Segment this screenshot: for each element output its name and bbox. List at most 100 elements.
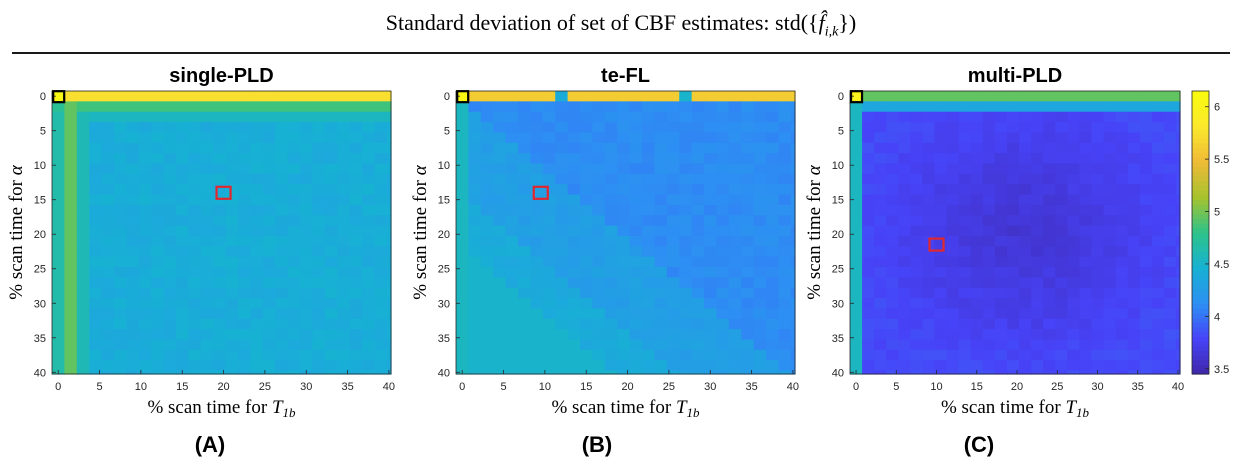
heatmap-cell xyxy=(225,246,239,258)
heatmap-cell xyxy=(138,277,152,289)
heatmap-cell xyxy=(679,329,693,341)
heatmap-cell xyxy=(994,235,1008,247)
heatmap-cell xyxy=(679,122,693,134)
heatmap-cell xyxy=(1139,287,1153,299)
heatmap-cell xyxy=(1103,122,1117,134)
heatmap-cell xyxy=(994,122,1008,134)
heatmap-cell xyxy=(287,122,301,134)
heatmap-cell xyxy=(898,215,911,227)
heatmap-cell xyxy=(300,339,314,351)
heatmap-cell xyxy=(200,122,214,134)
heatmap-cell xyxy=(493,318,507,330)
heatmap-cell xyxy=(1139,339,1153,351)
heatmap-cell xyxy=(505,318,519,330)
heatmap-cell xyxy=(324,370,338,375)
heatmap-cell xyxy=(1115,142,1129,154)
heatmap-cell xyxy=(542,235,556,247)
heatmap-cell xyxy=(704,298,718,310)
heatmap-cell xyxy=(1163,360,1177,372)
heatmap-cell xyxy=(716,204,730,216)
heatmap-cell xyxy=(982,132,996,144)
heatmap-cell xyxy=(567,360,581,372)
heatmap-cell xyxy=(542,308,556,320)
heatmap-cell xyxy=(934,225,948,237)
heatmap-cell xyxy=(250,308,264,320)
heatmap-cell xyxy=(262,287,276,299)
heatmap-cell xyxy=(1151,153,1165,165)
heatmap-cell xyxy=(188,91,202,102)
heatmap-cell xyxy=(52,277,66,289)
heatmap-cell xyxy=(580,256,594,268)
heatmap-cell xyxy=(64,132,78,144)
heatmap-cell xyxy=(766,225,780,237)
heatmap-cell xyxy=(287,267,301,278)
heatmap-cell xyxy=(250,153,264,165)
heatmap-cell xyxy=(238,246,252,258)
heatmap-cell xyxy=(1151,194,1165,206)
heatmap-cell xyxy=(1091,122,1105,134)
heatmap-cell xyxy=(862,339,875,351)
heatmap-cell xyxy=(287,349,301,361)
heatmap-cell xyxy=(337,339,351,351)
heatmap-cell xyxy=(850,184,863,196)
heatmap-cell xyxy=(580,329,594,341)
heatmap-cell xyxy=(456,184,470,196)
heatmap-cell xyxy=(1139,163,1153,175)
heatmap-cell xyxy=(1091,184,1105,196)
heatmap-cell xyxy=(666,370,680,375)
heatmap-cell xyxy=(250,298,264,310)
heatmap-cell xyxy=(542,225,556,237)
heatmap-cell xyxy=(862,349,875,361)
heatmap-cell xyxy=(138,370,152,375)
heatmap-cell xyxy=(213,318,227,330)
heatmap-cell xyxy=(728,339,742,351)
heatmap-cell xyxy=(910,142,924,154)
heatmap-cell xyxy=(679,287,693,299)
heatmap-cell xyxy=(138,194,152,206)
heatmap-cell xyxy=(468,246,482,258)
heatmap-cell xyxy=(679,298,693,310)
heatmap-cell xyxy=(493,349,507,361)
heatmap-cell xyxy=(1006,194,1020,206)
heatmap-cell xyxy=(1151,349,1165,361)
heatmap-cell xyxy=(862,235,875,247)
heatmap-cell xyxy=(213,349,227,361)
heatmap-cell xyxy=(898,194,911,206)
heatmap-cell xyxy=(1079,153,1093,165)
colorbar-swatch xyxy=(1192,199,1209,205)
heatmap-cell xyxy=(493,287,507,299)
heatmap-cell xyxy=(225,235,239,247)
heatmap-cell xyxy=(530,101,544,113)
heatmap-cell xyxy=(349,277,363,289)
heatmap-cell xyxy=(629,101,643,113)
heatmap-cell xyxy=(456,225,470,237)
heatmap-cell xyxy=(542,215,556,227)
heatmap-cell xyxy=(592,360,606,372)
heatmap-cell xyxy=(542,370,556,375)
heatmap-cell xyxy=(934,298,948,310)
heatmap-cell xyxy=(778,308,792,320)
heatmap-cell xyxy=(1055,370,1068,375)
heatmap-cell xyxy=(704,184,718,196)
heatmap-cell xyxy=(778,277,792,289)
heatmap-cell xyxy=(126,339,140,351)
heatmap-cell xyxy=(213,204,227,216)
heatmap-cell xyxy=(922,204,936,216)
heatmap-cell xyxy=(910,204,924,216)
heatmap-cell xyxy=(790,235,796,247)
heatmap-cell xyxy=(349,163,363,175)
heatmap-cell xyxy=(1163,153,1177,165)
heatmap-cell xyxy=(753,225,767,237)
heatmap-cell xyxy=(982,339,996,351)
heatmap-cell xyxy=(753,194,767,206)
heatmap-cell xyxy=(567,163,581,175)
heatmap-cell xyxy=(138,267,152,278)
heatmap-cell xyxy=(480,204,494,216)
heatmap-cell xyxy=(163,370,177,375)
heatmap-cell xyxy=(480,246,494,258)
heatmap-cell xyxy=(151,153,165,165)
heatmap-cell xyxy=(468,184,482,196)
heatmap-cell xyxy=(1031,318,1044,330)
heatmap-cell xyxy=(250,349,264,361)
heatmap-cell xyxy=(850,142,863,154)
